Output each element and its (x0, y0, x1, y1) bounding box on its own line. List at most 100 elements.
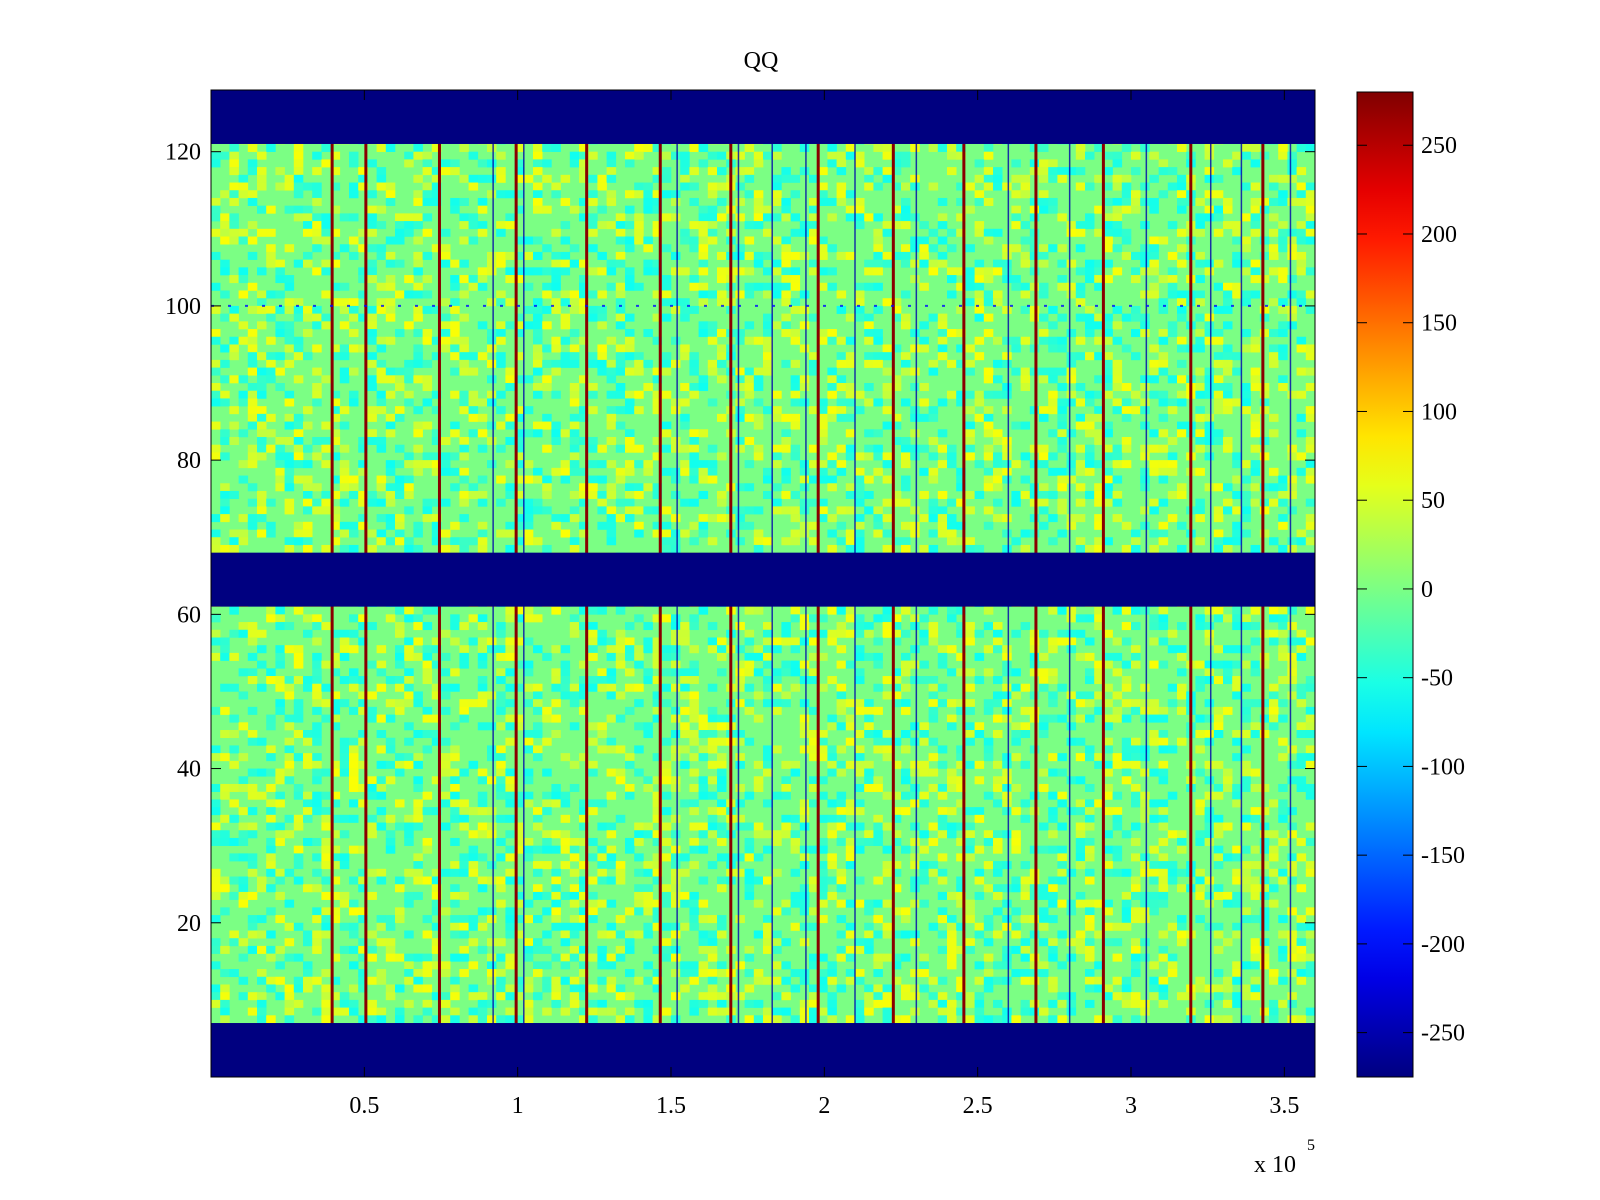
heatmap-cell (330, 390, 341, 399)
heatmap-cell (477, 622, 488, 631)
heatmap-cell (413, 521, 423, 530)
heatmap-cell (1048, 367, 1058, 376)
heatmap-cell (818, 267, 828, 276)
heatmap-cell (652, 190, 663, 199)
heatmap-cell (349, 151, 359, 160)
heatmap-cell (680, 460, 690, 469)
heatmap-cell (1158, 167, 1169, 176)
heatmap-cell (818, 730, 828, 739)
heatmap-cell (928, 498, 939, 507)
heatmap-cell (1167, 514, 1178, 523)
heatmap-cell (1278, 521, 1288, 530)
heatmap-cell (358, 244, 368, 253)
heatmap-cell (625, 267, 635, 276)
heatmap-cell (579, 753, 589, 762)
heatmap-cell (358, 783, 368, 792)
heatmap-cell (937, 506, 948, 515)
heatmap-cell (459, 174, 469, 183)
heatmap-cell (588, 629, 598, 638)
heatmap-cell (1158, 429, 1169, 438)
heatmap-cell (799, 305, 810, 314)
heatmap-cell (910, 344, 920, 353)
heatmap-cell (661, 737, 672, 746)
heatmap-cell (367, 336, 377, 345)
heatmap-cell (799, 622, 810, 631)
heatmap-cell (1103, 807, 1113, 816)
heatmap-cell (671, 668, 681, 677)
heatmap-cell (1158, 714, 1169, 723)
heatmap-cell (560, 475, 571, 484)
heatmap-cell (257, 383, 267, 392)
heatmap-cell (441, 544, 451, 553)
heatmap-cell (1103, 714, 1113, 723)
heatmap-cell (487, 359, 497, 368)
heatmap-cell (477, 352, 488, 361)
heatmap-cell (634, 236, 644, 245)
heatmap-cell (873, 514, 883, 523)
heatmap-cell (211, 197, 221, 206)
heatmap-cell (1131, 205, 1141, 214)
heatmap-cell (266, 290, 276, 299)
heatmap-cell (1048, 676, 1058, 685)
heatmap-cell (404, 737, 414, 746)
heatmap-cell (735, 444, 745, 453)
heatmap-cell (928, 143, 939, 152)
heatmap-cell (1232, 645, 1242, 654)
heatmap-cell (588, 305, 598, 314)
heatmap-cell (689, 699, 699, 708)
heatmap-cell (763, 329, 773, 338)
heatmap-cell (560, 799, 571, 808)
heatmap-cell (864, 622, 874, 631)
heatmap-cell (643, 467, 653, 476)
heatmap-cell (1011, 498, 1021, 507)
heatmap-cell (321, 313, 331, 322)
heatmap-cell (1039, 452, 1049, 461)
heatmap-cell (1287, 228, 1297, 237)
heatmap-cell (1002, 660, 1012, 669)
heatmap-cell (1204, 730, 1215, 739)
heatmap-cell (211, 514, 221, 523)
heatmap-cell (937, 683, 948, 692)
heatmap-cell (625, 753, 635, 762)
heatmap-cell (661, 529, 672, 538)
heatmap-cell (588, 228, 598, 237)
heatmap-cell (1232, 753, 1242, 762)
heatmap-cell (1241, 329, 1251, 338)
heatmap-cell (652, 336, 663, 345)
heatmap-cell (1057, 174, 1067, 183)
heatmap-cell (947, 514, 957, 523)
heatmap-cell (836, 799, 847, 808)
heatmap-cell (1278, 352, 1288, 361)
heatmap-cell (266, 722, 276, 731)
heatmap-cell (855, 537, 865, 546)
heatmap-cell (717, 329, 727, 338)
heatmap-cell (1112, 807, 1123, 816)
heatmap-cell (293, 205, 304, 214)
heatmap-cell (1177, 421, 1187, 430)
heatmap-cell (790, 174, 801, 183)
heatmap-cell (247, 190, 258, 199)
heatmap-cell (652, 529, 663, 538)
heatmap-cell (376, 174, 387, 183)
heatmap-cell (928, 467, 939, 476)
heatmap-cell (542, 159, 552, 168)
heatmap-cell (882, 259, 893, 268)
heatmap-cell (698, 730, 709, 739)
heatmap-cell (1287, 760, 1297, 769)
heatmap-cell (1011, 807, 1021, 816)
heatmap-cell (597, 344, 607, 353)
heatmap-cell (1278, 174, 1288, 183)
heatmap-cell (450, 159, 460, 168)
heatmap-cell (809, 629, 819, 638)
heatmap-cell (496, 791, 506, 800)
heatmap-cell (652, 814, 663, 823)
heatmap-cell (1002, 275, 1012, 284)
heatmap-cell (349, 544, 359, 553)
heatmap-cell (1232, 228, 1242, 237)
heatmap-cell (1158, 521, 1169, 530)
heatmap-cell (385, 236, 396, 245)
heatmap-cell (358, 676, 368, 685)
heatmap-cell (367, 190, 377, 199)
heatmap-cell (1039, 174, 1049, 183)
heatmap-cell (827, 768, 837, 777)
